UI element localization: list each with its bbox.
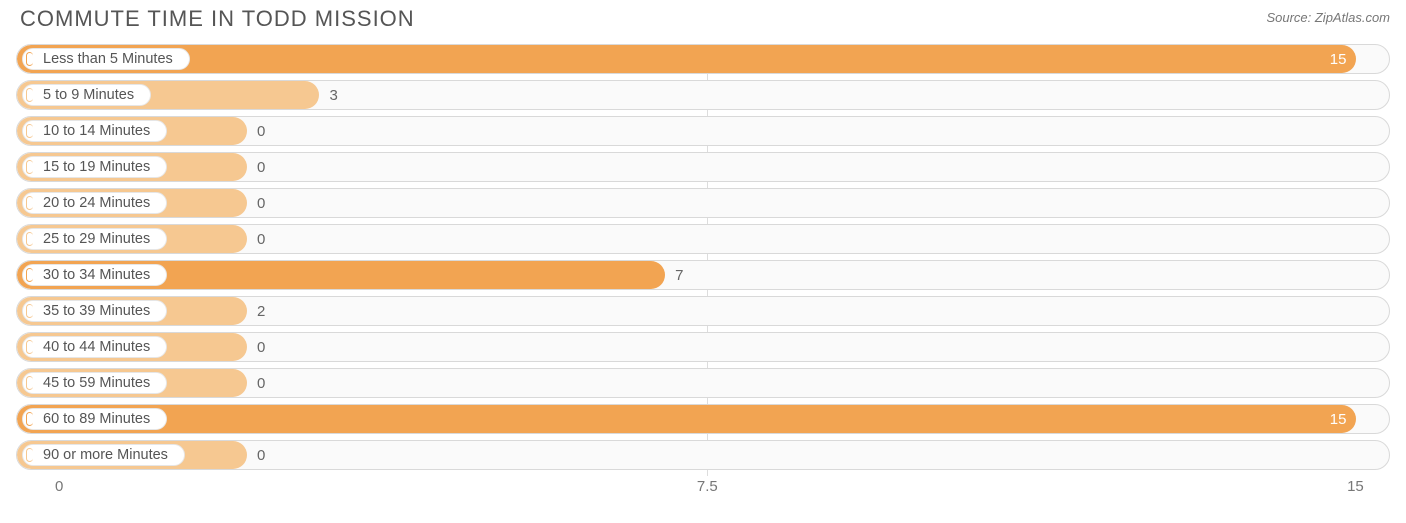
chart-row: 3 5 to 9 Minutes — [16, 80, 1390, 110]
chart-row: 0 15 to 19 Minutes — [16, 152, 1390, 182]
category-label: 25 to 29 Minutes — [43, 231, 150, 247]
x-axis: 0 7.5 15 — [16, 476, 1390, 504]
pill-accent — [26, 376, 33, 390]
chart-row: 0 20 to 24 Minutes — [16, 188, 1390, 218]
category-label: 30 to 34 Minutes — [43, 267, 150, 283]
category-label-pill: Less than 5 Minutes — [22, 48, 190, 70]
pill-accent — [26, 88, 33, 102]
category-label-pill: 30 to 34 Minutes — [22, 264, 167, 286]
category-label-pill: 40 to 44 Minutes — [22, 336, 167, 358]
category-label: 60 to 89 Minutes — [43, 411, 150, 427]
x-axis-tick: 0 — [55, 478, 63, 495]
category-label-pill: 90 or more Minutes — [22, 444, 185, 466]
pill-accent — [26, 160, 33, 174]
bar-value: 0 — [247, 369, 265, 397]
category-label: 5 to 9 Minutes — [43, 87, 134, 103]
chart-row: 0 40 to 44 Minutes — [16, 332, 1390, 362]
chart-row: 0 90 or more Minutes — [16, 440, 1390, 470]
category-label: 20 to 24 Minutes — [43, 195, 150, 211]
category-label-pill: 15 to 19 Minutes — [22, 156, 167, 178]
pill-accent — [26, 52, 33, 66]
bar-value: 0 — [247, 153, 265, 181]
chart-row: 7 30 to 34 Minutes — [16, 260, 1390, 290]
bar-value: 15 — [1330, 51, 1347, 68]
pill-accent — [26, 268, 33, 282]
chart-row: 0 45 to 59 Minutes — [16, 368, 1390, 398]
category-label: 10 to 14 Minutes — [43, 123, 150, 139]
chart-row: 15 60 to 89 Minutes — [16, 404, 1390, 434]
bar: 15 — [17, 405, 1356, 433]
category-label-pill: 35 to 39 Minutes — [22, 300, 167, 322]
bar-value: 0 — [247, 333, 265, 361]
pill-accent — [26, 448, 33, 462]
chart-row: 0 25 to 29 Minutes — [16, 224, 1390, 254]
bar-value: 3 — [319, 81, 337, 109]
category-label: 40 to 44 Minutes — [43, 339, 150, 355]
category-label-pill: 60 to 89 Minutes — [22, 408, 167, 430]
pill-accent — [26, 340, 33, 354]
bar-value: 0 — [247, 441, 265, 469]
category-label-pill: 45 to 59 Minutes — [22, 372, 167, 394]
chart-rows: 15 Less than 5 Minutes 3 5 to 9 Minutes 0 10 … — [16, 44, 1390, 470]
pill-accent — [26, 124, 33, 138]
bar-value: 7 — [665, 261, 683, 289]
bar-value: 0 — [247, 189, 265, 217]
x-axis-tick: 15 — [1347, 478, 1364, 495]
pill-accent — [26, 232, 33, 246]
chart-source: Source: ZipAtlas.com — [1266, 6, 1390, 25]
chart-area: 15 Less than 5 Minutes 3 5 to 9 Minutes 0 10 … — [0, 34, 1406, 470]
category-label: 35 to 39 Minutes — [43, 303, 150, 319]
bar-value: 2 — [247, 297, 265, 325]
bar: 15 — [17, 45, 1356, 73]
bar-value: 0 — [247, 117, 265, 145]
category-label-pill: 20 to 24 Minutes — [22, 192, 167, 214]
category-label-pill: 10 to 14 Minutes — [22, 120, 167, 142]
category-label: 15 to 19 Minutes — [43, 159, 150, 175]
category-label-pill: 5 to 9 Minutes — [22, 84, 151, 106]
chart-row: 15 Less than 5 Minutes — [16, 44, 1390, 74]
pill-accent — [26, 412, 33, 426]
chart-title: COMMUTE TIME IN TODD MISSION — [20, 6, 415, 32]
category-label: 90 or more Minutes — [43, 447, 168, 463]
category-label-pill: 25 to 29 Minutes — [22, 228, 167, 250]
category-label: Less than 5 Minutes — [43, 51, 173, 67]
chart-row: 2 35 to 39 Minutes — [16, 296, 1390, 326]
chart-row: 0 10 to 14 Minutes — [16, 116, 1390, 146]
category-label: 45 to 59 Minutes — [43, 375, 150, 391]
pill-accent — [26, 304, 33, 318]
x-axis-tick: 7.5 — [697, 478, 718, 495]
pill-accent — [26, 196, 33, 210]
chart-header: COMMUTE TIME IN TODD MISSION Source: Zip… — [0, 0, 1406, 34]
bar-value: 0 — [247, 225, 265, 253]
bar-value: 15 — [1330, 411, 1347, 428]
